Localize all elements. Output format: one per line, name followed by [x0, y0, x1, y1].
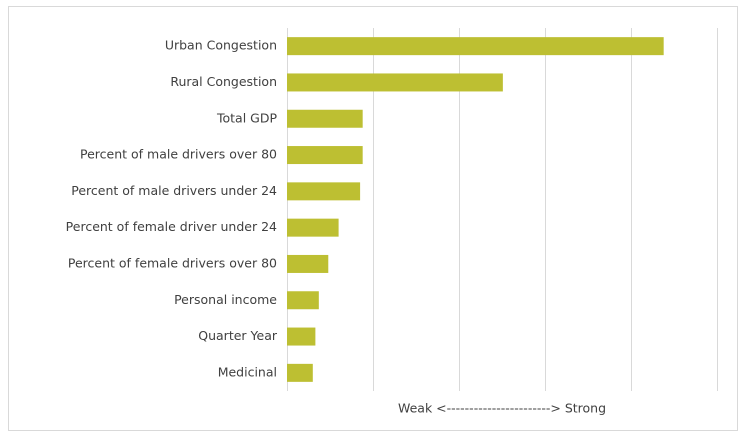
- y-tick-label: Percent of male drivers over 80: [80, 147, 277, 162]
- bar: [287, 146, 363, 165]
- y-tick-label: Percent of female driver under 24: [66, 219, 277, 234]
- bar: [287, 327, 316, 346]
- y-tick-label: Rural Congestion: [170, 74, 277, 89]
- y-tick-label: Urban Congestion: [165, 38, 277, 53]
- bar: [287, 218, 339, 237]
- y-tick-label: Percent of male drivers under 24: [71, 183, 277, 198]
- y-tick-label: Medicinal: [218, 364, 277, 379]
- bar: [287, 37, 664, 56]
- bar: [287, 182, 361, 201]
- bar: [287, 73, 503, 92]
- bar: [287, 109, 363, 128]
- x-axis-label: Weak <-----------------------> Strong: [398, 401, 606, 416]
- bar: [287, 291, 319, 310]
- bar: [287, 363, 313, 382]
- bar: [287, 254, 329, 273]
- y-tick-label: Personal income: [174, 292, 277, 307]
- y-tick-label: Total GDP: [216, 110, 277, 125]
- y-tick-label: Percent of female drivers over 80: [68, 255, 277, 270]
- y-tick-label: Quarter Year: [198, 328, 278, 343]
